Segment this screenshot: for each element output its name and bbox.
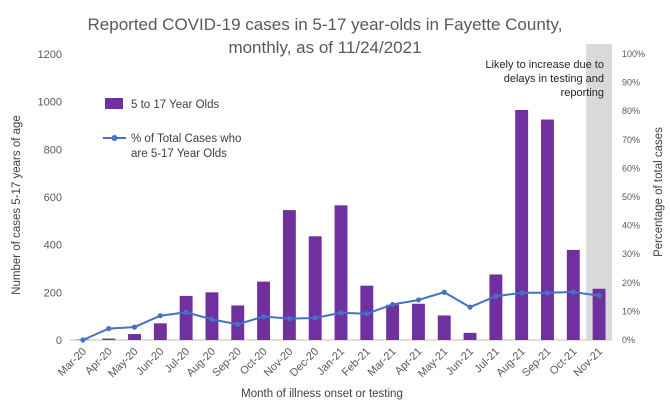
- legend-line-label-2: are 5-17 Year Olds: [131, 148, 227, 160]
- bar: [308, 236, 322, 340]
- line-point: [467, 304, 473, 310]
- legend-line-label-1: % of Total Cases who: [131, 133, 241, 145]
- bar: [437, 315, 451, 340]
- bar: [179, 295, 193, 340]
- bar: [334, 205, 348, 340]
- legend: 5 to 17 Year Olds % of Total Cases who a…: [103, 98, 241, 160]
- line-point: [106, 325, 112, 332]
- y-tick-label: 200: [44, 287, 62, 299]
- y2-tick-label: 50%: [622, 192, 640, 202]
- line-point: [570, 289, 576, 295]
- delay-annotation: Likely to increase due to delays in test…: [485, 59, 604, 99]
- x-tick-label: Dec-20: [288, 346, 322, 380]
- y2-axis-label: Percentage of total cases: [653, 127, 665, 257]
- y2-tick-label: 30%: [622, 249, 640, 259]
- y2-tick-label: 10%: [622, 306, 640, 316]
- line-point: [286, 315, 292, 322]
- line-point: [183, 309, 189, 315]
- legend-line-marker: [111, 135, 118, 141]
- y-axis-label: Number of cases 5-17 years of age: [11, 115, 23, 295]
- y-tick-label: 800: [44, 144, 62, 156]
- line-point: [338, 310, 344, 316]
- x-axis-label: Month of illness onset or testing: [241, 388, 403, 400]
- legend-bar-label: 5 to 17 Year Olds: [131, 99, 219, 111]
- bar: [541, 119, 554, 341]
- line-point: [493, 293, 499, 299]
- annotation-line-1: Likely to increase due to: [485, 59, 604, 71]
- y2-tick-label: 100%: [622, 49, 645, 59]
- x-tick-label: Jun-21: [444, 346, 476, 378]
- line-point: [544, 290, 551, 296]
- y2-tick-label: 80%: [622, 106, 640, 116]
- x-tick-label: Jun-20: [134, 346, 166, 378]
- bar: [153, 323, 167, 340]
- line-point: [364, 311, 370, 317]
- bar: [566, 249, 580, 340]
- y-tick-label: 1200: [38, 49, 62, 61]
- line-point: [441, 289, 447, 295]
- chart-title-line-2: monthly, as of 11/24/2021: [228, 38, 421, 57]
- y-tick-label: 1000: [38, 97, 62, 109]
- legend-bar-swatch: [105, 98, 123, 109]
- left-axis-ticks: 0 200 400 600 800 1000 1200: [38, 49, 62, 347]
- bar: [257, 281, 271, 340]
- bar: [463, 332, 477, 340]
- line-point: [131, 324, 138, 330]
- bar: [102, 338, 116, 340]
- chart-title: Reported COVID-19 cases in 5-17 year-old…: [88, 15, 563, 57]
- bar: [128, 334, 141, 340]
- y2-tick-label: 0%: [622, 335, 635, 345]
- line-point: [519, 290, 525, 296]
- line-point: [209, 316, 215, 323]
- chart-title-line-1: Reported COVID-19 cases in 5-17 year-old…: [88, 15, 563, 34]
- x-tick-label: Mar-21: [366, 346, 399, 379]
- x-tick-label: Sep-20: [210, 346, 244, 380]
- annotation-line-3: reporting: [561, 87, 604, 99]
- line-point: [390, 301, 396, 308]
- y2-tick-label: 20%: [622, 278, 640, 288]
- x-tick-label: Sep-21: [520, 346, 554, 380]
- y-tick-label: 0: [56, 335, 62, 347]
- y2-tick-label: 40%: [622, 221, 640, 231]
- y-tick-label: 600: [44, 192, 62, 204]
- y-tick-label: 400: [44, 240, 62, 252]
- bar-series: [76, 110, 606, 341]
- bar: [282, 210, 296, 340]
- bar: [386, 304, 400, 340]
- bar: [489, 274, 503, 340]
- y2-tick-label: 70%: [622, 135, 640, 145]
- line-point: [80, 337, 86, 343]
- y2-tick-label: 90%: [622, 78, 640, 88]
- line-point: [596, 293, 602, 299]
- line-point: [157, 313, 163, 319]
- x-axis-ticks: Mar-20Apr-20May-20Jun-20Jul-20Aug-20Sep-…: [56, 346, 605, 380]
- y2-tick-label: 60%: [622, 163, 640, 173]
- bar: [515, 110, 529, 340]
- line-point: [415, 297, 422, 303]
- bar: [205, 292, 219, 340]
- line-point: [260, 313, 267, 320]
- line-series: [80, 289, 602, 343]
- x-tick-label: Nov-21: [572, 346, 606, 380]
- bar: [411, 303, 425, 340]
- x-tick-label: Mar-20: [56, 346, 89, 379]
- line-point: [312, 315, 318, 321]
- annotation-line-2: delays in testing and: [504, 73, 604, 85]
- right-axis-ticks: 0% 10% 20% 30% 40% 50% 60% 70% 80% 90% 100%: [622, 49, 645, 345]
- line-point: [235, 321, 241, 327]
- bar: [592, 288, 606, 340]
